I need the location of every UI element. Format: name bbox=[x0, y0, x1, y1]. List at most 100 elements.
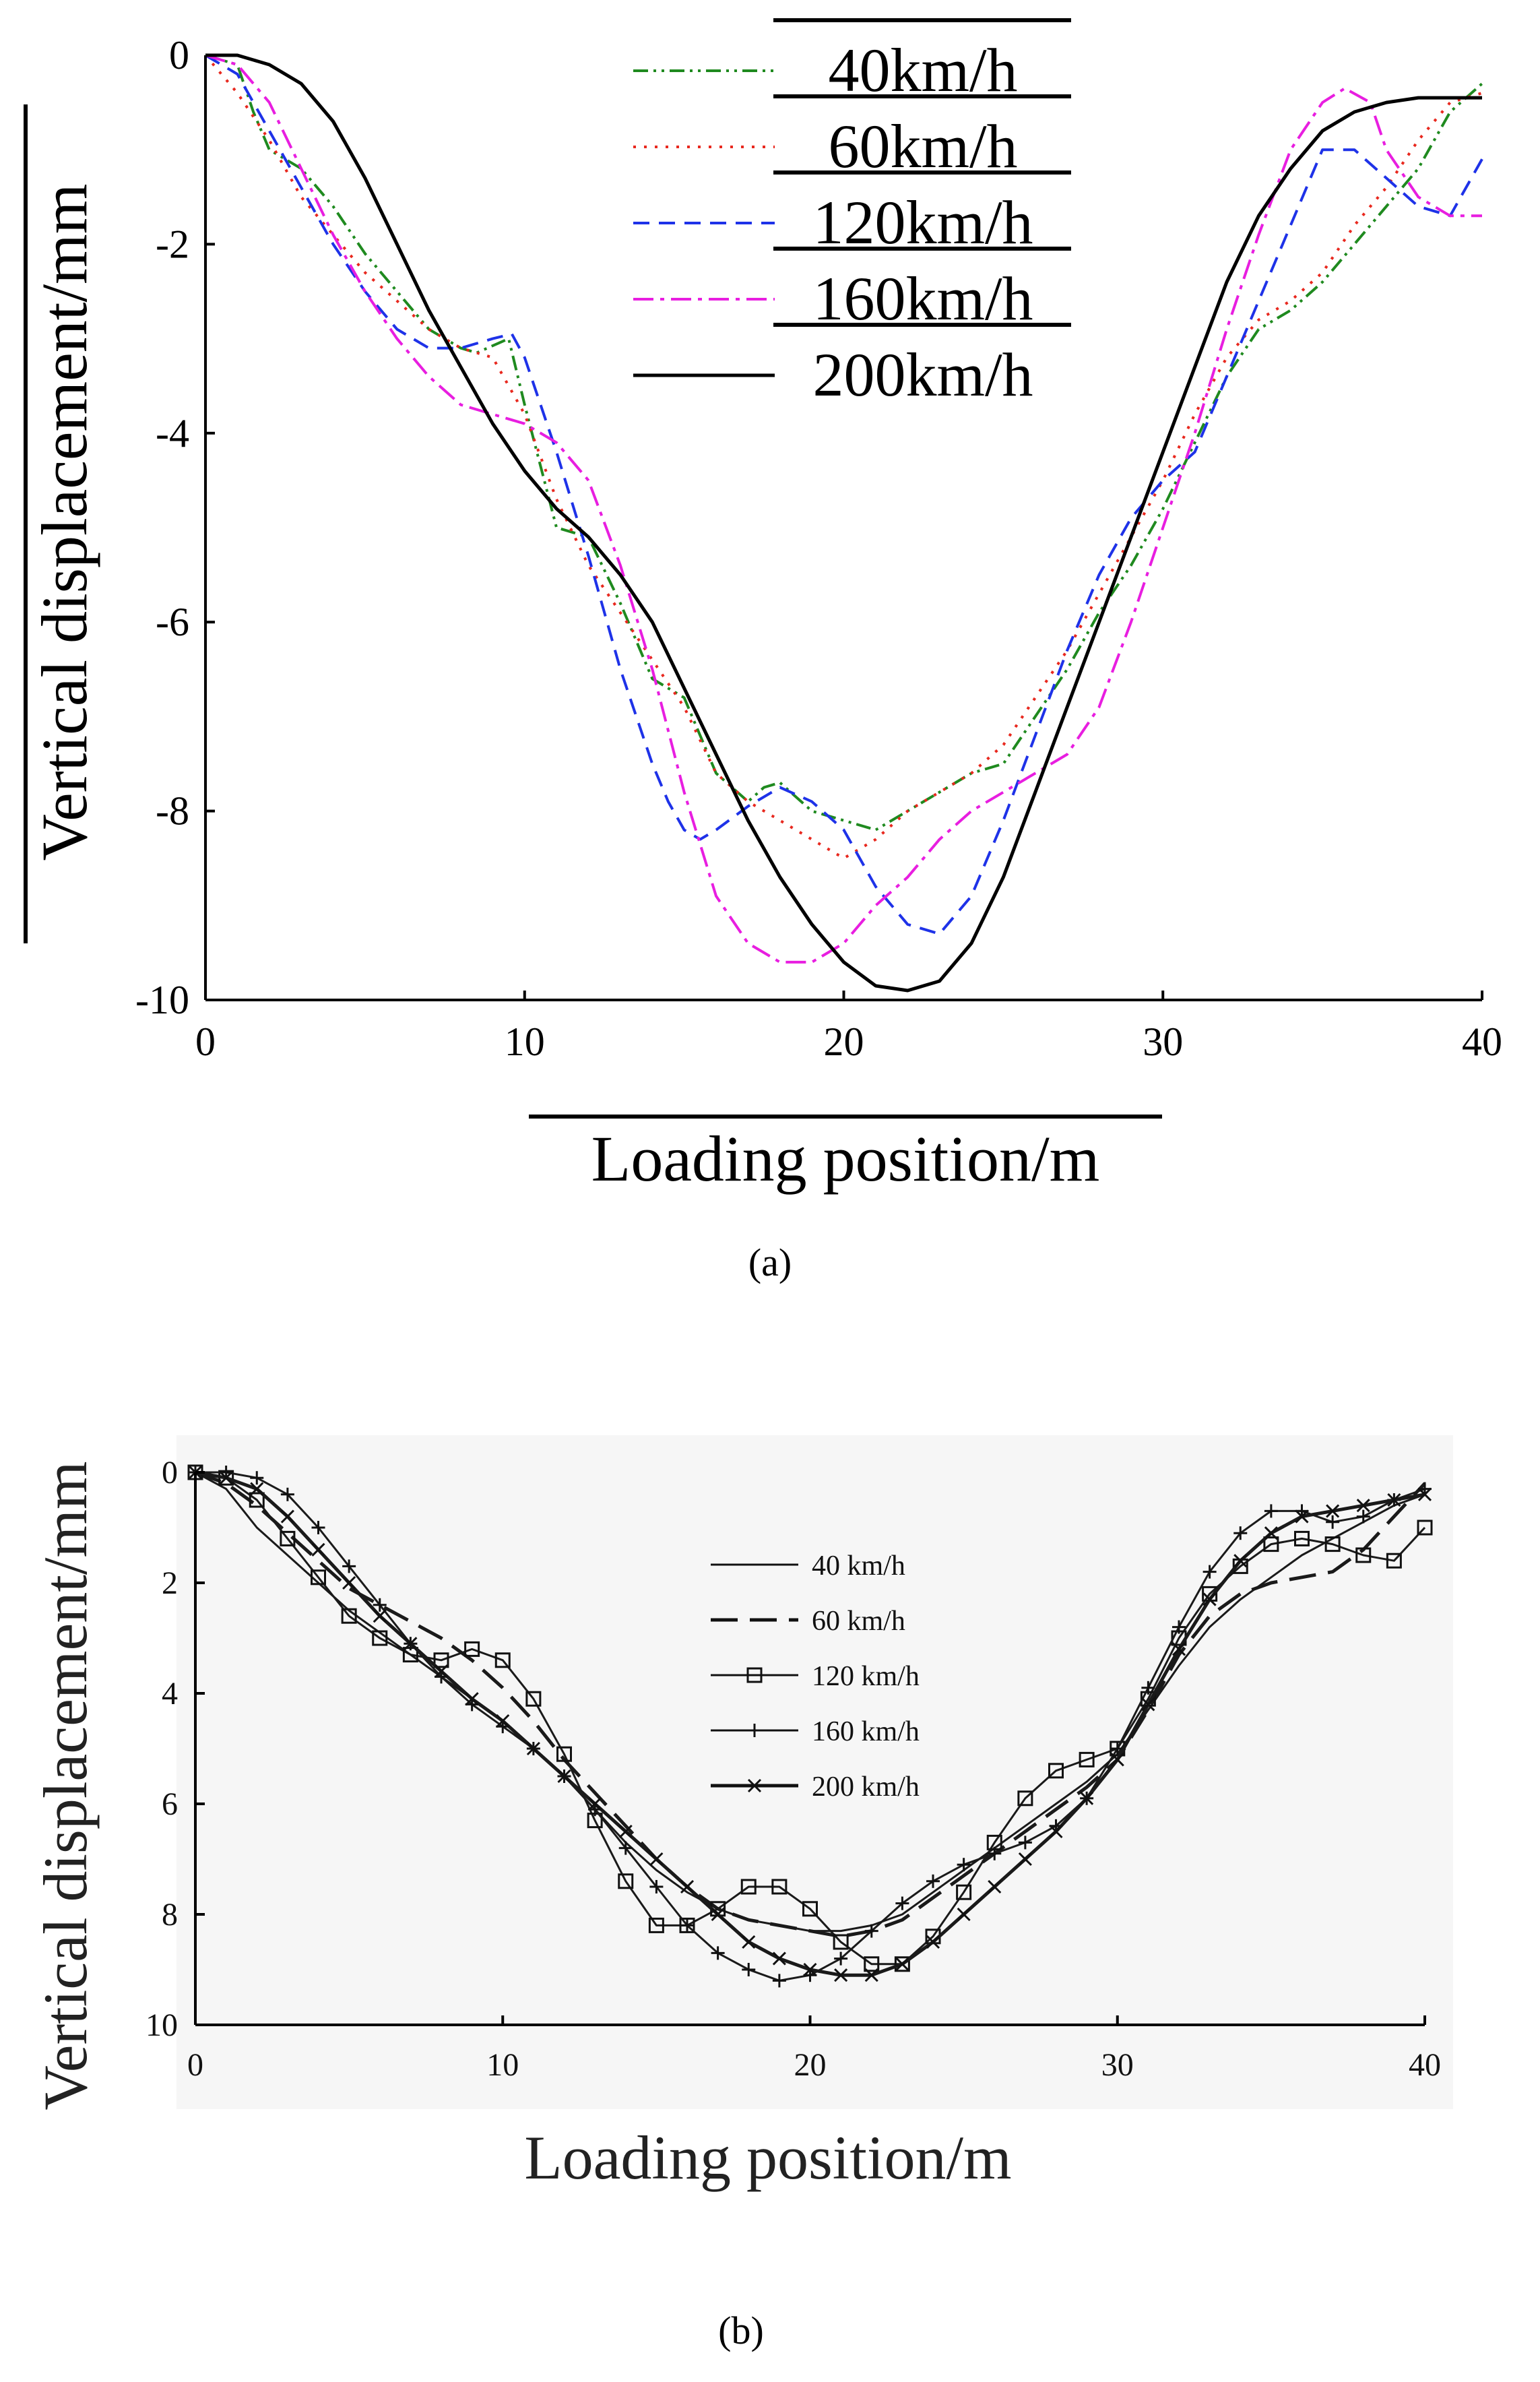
panel-b-point-square bbox=[648, 1917, 664, 1933]
panel-a-legend-label: 160km/h bbox=[812, 264, 1033, 333]
panel-b-point-square bbox=[1355, 1547, 1372, 1563]
panel-b-point-cross bbox=[1202, 1592, 1217, 1606]
panel-b-y-tick-label: 8 bbox=[162, 1897, 178, 1933]
panel-b-point-cross bbox=[373, 1609, 387, 1623]
panel-b-series-line-1 bbox=[195, 1470, 1426, 1939]
panel-b-point-plus bbox=[1018, 1836, 1032, 1850]
panel-b-point-cross bbox=[1264, 1526, 1278, 1540]
panel-b-point-square bbox=[556, 1746, 572, 1762]
panel-a: 0 10 20 30 40 0 -2 -4 -6 -8 -10 40km/h 60km/h 120km… bbox=[24, 18, 1502, 1284]
panel-a-y-tick-label: -10 bbox=[135, 978, 189, 1022]
panel-b-point-plus bbox=[1141, 1681, 1155, 1695]
panel-a-y-ticks: 0 -2 -4 -6 -8 -10 bbox=[135, 33, 215, 1022]
panel-b-x-ticks: 0 10 20 30 40 bbox=[187, 2015, 1441, 2083]
panel-b-point-cross bbox=[1387, 1493, 1401, 1507]
panel-a-x-ticks: 0 10 20 30 40 bbox=[195, 991, 1502, 1064]
panel-b-point-plus bbox=[926, 1874, 940, 1888]
panel-b-point-cross bbox=[1233, 1554, 1248, 1568]
panel-b-point-plus bbox=[280, 1487, 294, 1501]
panel-b-point-cross bbox=[1356, 1499, 1370, 1513]
panel-b-y-axis-label: Vertical displacement/mm bbox=[31, 1461, 100, 2110]
panel-b-point-cross bbox=[742, 1935, 756, 1949]
panel-b-point-cross bbox=[680, 1879, 695, 1894]
panel-b-legend: 40 km/h 60 km/h 120 km/h 160 km/h 200 km/h bbox=[711, 1550, 920, 1803]
panel-b-point-cross bbox=[1417, 1487, 1432, 1501]
panel-b-point-square bbox=[525, 1691, 542, 1707]
panel-b-point-cross bbox=[834, 1968, 848, 1982]
panel-b-series-group bbox=[187, 1464, 1433, 1988]
panel-a-x-tick-label: 40 bbox=[1462, 1020, 1502, 1064]
panel-a-series-line-4 bbox=[205, 53, 1482, 993]
panel-a-legend-label: 40km/h bbox=[828, 36, 1017, 104]
panel-b-point-square bbox=[864, 1956, 880, 1972]
panel-a-legend-label: 60km/h bbox=[828, 112, 1017, 181]
panel-b-point-square bbox=[740, 1879, 757, 1895]
panel-b-point-cross bbox=[957, 1907, 971, 1922]
panel-b-legend-label: 200 km/h bbox=[812, 1772, 920, 1803]
panel-b-point-square bbox=[494, 1652, 511, 1668]
panel-b-point-cross bbox=[747, 1778, 762, 1793]
panel-b-x-tick-label: 40 bbox=[1409, 2047, 1441, 2083]
panel-b-point-cross bbox=[250, 1482, 264, 1496]
panel-b-point-cross bbox=[280, 1509, 294, 1524]
panel-b-point-square bbox=[280, 1530, 296, 1546]
panel-b-legend-label: 120 km/h bbox=[812, 1661, 920, 1692]
panel-b-point-square bbox=[433, 1652, 449, 1668]
panel-a-y-axis-label: Vertical displacement/mm bbox=[28, 184, 100, 861]
panel-b-point-square bbox=[341, 1608, 357, 1624]
panel-b-point-square bbox=[1263, 1536, 1279, 1553]
panel-b-point-plus bbox=[1233, 1526, 1248, 1540]
panel-a-label: (a) bbox=[748, 1241, 792, 1284]
panel-a-y-tick-label: -6 bbox=[156, 600, 189, 644]
panel-b-x-tick-label: 0 bbox=[187, 2047, 203, 2083]
panel-b-point-plus bbox=[1172, 1620, 1186, 1634]
panel-a-series-line-0 bbox=[205, 54, 1483, 832]
panel-b-x-tick-label: 30 bbox=[1101, 2047, 1134, 2083]
panel-b-point-square bbox=[311, 1569, 326, 1586]
panel-b-point-cross bbox=[1018, 1852, 1032, 1867]
panel-b-point-cross bbox=[711, 1907, 725, 1922]
panel-b-point-square bbox=[956, 1884, 972, 1900]
panel-b-point-plus bbox=[649, 1880, 664, 1893]
panel-b-point-plus bbox=[711, 1946, 725, 1960]
panel-a-x-tick-label: 10 bbox=[505, 1020, 545, 1064]
panel-b-point-cross bbox=[526, 1741, 540, 1756]
panel-b-point-cross bbox=[926, 1935, 940, 1949]
panel-b-point-cross bbox=[864, 1968, 878, 1982]
panel-b-point-cross bbox=[496, 1714, 510, 1728]
panel-b-point-square bbox=[618, 1873, 634, 1889]
panel-b-point-cross bbox=[1049, 1824, 1063, 1839]
panel-a-legend-label: 120km/h bbox=[812, 188, 1033, 257]
panel-a-x-axis-label: Loading position/m bbox=[591, 1123, 1100, 1195]
panel-a-y-tick-label: 0 bbox=[169, 33, 189, 77]
panel-b-point-cross bbox=[649, 1852, 664, 1867]
panel-b-legend-label: 40 km/h bbox=[812, 1550, 905, 1581]
panel-a-series-line-2 bbox=[204, 54, 1483, 935]
panel-b-point-cross bbox=[1172, 1642, 1186, 1656]
panel-b-legend-label: 160 km/h bbox=[812, 1716, 920, 1747]
panel-b-point-plus bbox=[342, 1559, 356, 1573]
panel-b-point-plus bbox=[742, 1963, 756, 1976]
panel-b-point-square bbox=[372, 1630, 388, 1646]
panel-b-point-plus bbox=[864, 1924, 878, 1938]
panel-a-y-tick-label: -2 bbox=[156, 222, 189, 266]
panel-b-point-cross bbox=[1326, 1504, 1340, 1518]
panel-b-point-cross bbox=[772, 1951, 786, 1966]
panel-b-point-plus bbox=[311, 1521, 325, 1534]
panel-b-point-plus bbox=[1326, 1515, 1340, 1529]
panel-b-point-cross bbox=[219, 1471, 233, 1485]
panel-a-series-group bbox=[204, 53, 1483, 993]
panel-a-legend-label: 200km/h bbox=[812, 340, 1033, 409]
panel-b-point-plus bbox=[1356, 1509, 1370, 1524]
panel-b-point-cross bbox=[1080, 1791, 1094, 1805]
panel-b-y-tick-label: 10 bbox=[146, 2007, 178, 2043]
panel-b-point-cross bbox=[404, 1637, 418, 1651]
panel-b-y-tick-label: 6 bbox=[162, 1786, 178, 1822]
panel-b-point-plus bbox=[748, 1724, 761, 1737]
panel-a-series-line-3 bbox=[205, 54, 1482, 964]
panel-b-point-cross bbox=[465, 1692, 479, 1706]
panel-b-point-square bbox=[894, 1956, 910, 1972]
panel-b-point-plus bbox=[1202, 1565, 1217, 1579]
